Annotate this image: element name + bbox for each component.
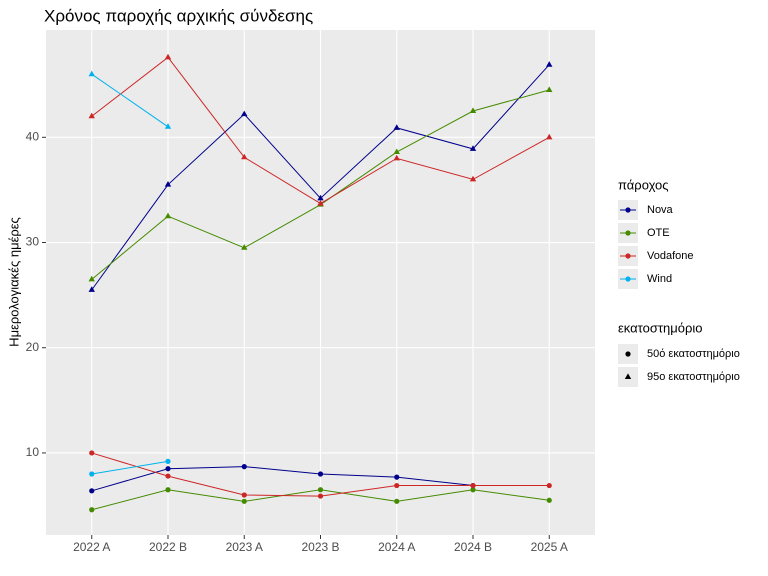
point (165, 458, 171, 464)
legend-point (625, 276, 631, 282)
point (165, 487, 171, 493)
point (469, 175, 477, 182)
point (393, 124, 400, 130)
legend-title: εκατοστημόριο (618, 320, 702, 335)
point (317, 471, 324, 477)
point (88, 286, 95, 292)
point (165, 473, 171, 479)
point (88, 275, 95, 282)
legend-label: 95ο εκατοστημόριο (647, 371, 740, 383)
legend-label: Wind (647, 273, 672, 285)
point (393, 148, 400, 155)
y-tick-label: 40 (26, 129, 40, 143)
x-tick-label: 2024 B (454, 540, 492, 554)
point (164, 212, 172, 219)
point (546, 497, 552, 503)
point (241, 498, 247, 504)
point (469, 145, 477, 151)
line (91, 460, 169, 475)
chart-title: Χρόνος παροχής αρχικής σύνδεσης (44, 6, 313, 25)
legend-title: πάροχος (618, 177, 669, 192)
y-tick-label: 20 (26, 340, 40, 354)
point (164, 53, 172, 60)
point (546, 61, 553, 67)
x-tick-label: 2022 A (73, 540, 110, 554)
point (89, 488, 95, 494)
point (546, 86, 553, 92)
point (88, 70, 95, 77)
legend-point (624, 373, 632, 379)
point (317, 194, 324, 201)
point (89, 471, 95, 477)
line (91, 73, 169, 128)
point (470, 482, 476, 489)
point (317, 487, 324, 493)
y-axis-label: Ημερολογιακές ημέρες (6, 217, 21, 347)
point (88, 112, 95, 119)
point (546, 133, 553, 140)
x-tick-label: 2025 A (531, 540, 568, 554)
legend-point (625, 207, 631, 213)
legend-point (625, 351, 631, 357)
point (470, 487, 476, 493)
point (469, 107, 477, 114)
point (317, 493, 324, 499)
point (394, 474, 400, 480)
x-tick-label: 2022 B (149, 540, 187, 554)
point (241, 492, 247, 498)
point (241, 464, 247, 470)
point (394, 482, 400, 489)
point (165, 466, 171, 472)
point (89, 450, 95, 456)
point (241, 244, 248, 250)
legend-point (625, 230, 631, 236)
point (394, 498, 400, 504)
point (393, 154, 400, 161)
y-tick-label: 30 (26, 235, 40, 249)
legend-label: Vodafone (647, 250, 694, 262)
legend-label: Nova (647, 204, 674, 216)
point (241, 110, 248, 117)
legend-point (625, 253, 631, 259)
legend-label: OTE (647, 227, 670, 239)
point (241, 153, 248, 160)
x-tick-label: 2024 A (378, 540, 415, 554)
point (546, 482, 552, 489)
point (164, 123, 172, 129)
point (164, 181, 172, 187)
point (317, 199, 324, 206)
x-tick-label: 2023 B (301, 540, 339, 554)
point (89, 507, 95, 513)
y-tick-label: 10 (26, 445, 40, 459)
x-tick-label: 2023 A (226, 540, 263, 554)
legend-label: 50ό εκατοστημόριο (647, 348, 740, 360)
